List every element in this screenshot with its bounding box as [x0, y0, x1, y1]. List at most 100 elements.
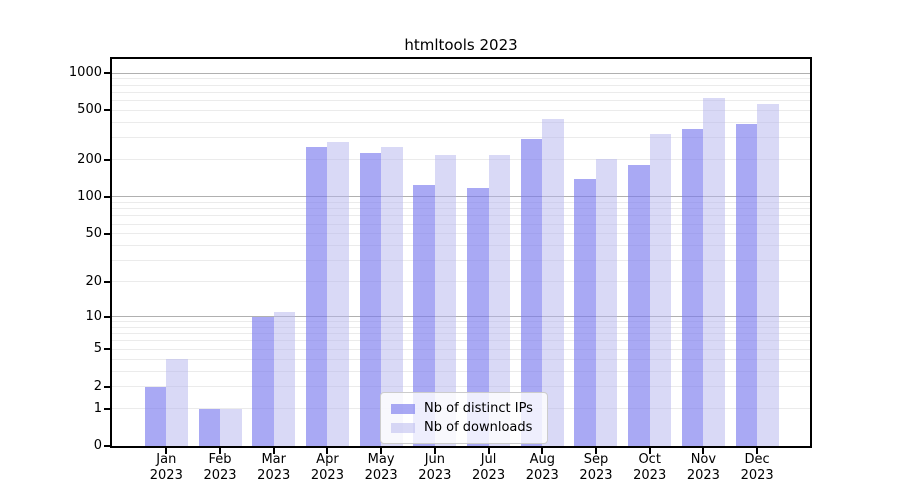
y-tick-label: 1000 — [68, 65, 102, 81]
gridline-minor — [112, 159, 810, 161]
y-tick-label: 1 — [93, 400, 102, 416]
x-tick-label: Jan 2023 — [149, 452, 183, 483]
x-tick-label: Dec 2023 — [740, 452, 774, 483]
y-tick-label: 50 — [85, 225, 102, 241]
x-tick-mark — [380, 448, 383, 454]
gridline-minor — [112, 333, 810, 335]
x-tick-mark — [487, 448, 490, 454]
y-tick-mark — [104, 280, 110, 283]
y-tick-label: 100 — [77, 188, 102, 204]
gridline-minor — [112, 358, 810, 360]
bar-downloads-oct — [649, 134, 672, 446]
gridline-minor — [112, 326, 810, 328]
bar-downloads-apr — [327, 141, 349, 446]
bar-downloads-sep — [595, 158, 618, 446]
x-tick-label: Jun 2023 — [418, 452, 452, 483]
y-tick-mark — [104, 158, 110, 161]
bar-distinct-ips-may — [359, 152, 382, 446]
gridline-minor — [112, 137, 810, 139]
gridline-minor — [112, 260, 810, 262]
x-tick-mark — [648, 448, 651, 454]
x-tick-mark — [433, 448, 436, 454]
y-tick-mark — [104, 72, 110, 75]
legend-swatch-distinct-ips — [391, 403, 415, 414]
x-tick-label: Oct 2023 — [633, 452, 667, 483]
x-tick-label: May 2023 — [364, 452, 398, 483]
bar-distinct-ips-oct — [628, 165, 650, 446]
gridline-minor — [112, 208, 810, 210]
y-tick-mark — [104, 109, 110, 112]
bar-downloads-nov — [703, 97, 725, 446]
bar-downloads-may — [381, 147, 403, 446]
gridline-minor — [112, 215, 810, 217]
gridline-major — [112, 316, 810, 318]
plot-area: Nb of distinct IPs Nb of downloads — [110, 57, 812, 448]
bar-distinct-ips-apr — [305, 147, 328, 446]
x-tick-label: Mar 2023 — [257, 452, 291, 483]
y-tick-mark — [104, 445, 110, 447]
legend-label-downloads: Nb of downloads — [424, 420, 533, 435]
bar-downloads-mar — [273, 311, 296, 446]
legend: Nb of distinct IPs Nb of downloads — [380, 392, 548, 444]
y-tick-label: 500 — [77, 102, 102, 118]
bar-distinct-ips-mar — [252, 316, 274, 446]
y-tick-mark — [104, 385, 110, 388]
gridline-minor — [112, 321, 810, 323]
gridline-minor — [112, 281, 810, 283]
y-tick-label: 10 — [85, 308, 102, 324]
y-tick-label: 20 — [85, 273, 102, 289]
y-tick-label: 200 — [77, 151, 102, 167]
x-tick-label: Aug 2023 — [525, 452, 559, 483]
legend-label-distinct-ips: Nb of distinct IPs — [424, 401, 533, 416]
x-tick-mark — [594, 448, 597, 454]
gridline-minor — [112, 340, 810, 342]
bar-distinct-ips-aug — [520, 138, 543, 446]
bar-downloads-jun — [434, 154, 457, 446]
bar-downloads-aug — [542, 119, 564, 446]
gridline-minor — [112, 121, 810, 123]
x-tick-mark — [541, 448, 544, 454]
x-tick-mark — [756, 448, 759, 454]
gridline-minor — [112, 223, 810, 225]
x-tick-label: Feb 2023 — [203, 452, 237, 483]
x-tick-mark — [702, 448, 705, 454]
gridline-minor — [112, 370, 810, 372]
gridline-minor — [112, 348, 810, 350]
bar-downloads-dec — [757, 104, 779, 446]
y-tick-mark — [104, 232, 110, 235]
gridline-minor — [112, 91, 810, 93]
y-tick-label: 0 — [93, 438, 102, 453]
x-tick-label: Nov 2023 — [686, 452, 720, 483]
legend-item-downloads: Nb of downloads — [391, 418, 537, 437]
gridline-minor — [112, 233, 810, 235]
y-tick-mark — [104, 348, 110, 351]
y-tick-mark — [104, 195, 110, 198]
x-tick-mark — [219, 448, 221, 454]
gridline-major — [112, 72, 810, 74]
legend-item-distinct-ips: Nb of distinct IPs — [391, 399, 537, 418]
bar-distinct-ips-dec — [735, 123, 758, 446]
gridline-minor — [112, 245, 810, 247]
bar-downloads-jul — [488, 154, 511, 446]
gridline-minor — [112, 201, 810, 203]
gridline-minor — [112, 84, 810, 86]
y-tick-mark — [104, 407, 110, 410]
y-tick-label: 5 — [93, 341, 102, 357]
legend-swatch-downloads — [391, 422, 415, 433]
x-tick-label: Apr 2023 — [310, 452, 344, 483]
bar-downloads-feb — [220, 408, 242, 446]
y-tick-label: 2 — [93, 378, 102, 394]
x-tick-mark — [272, 448, 275, 454]
chart-title: htmltools 2023 — [404, 36, 518, 54]
bar-distinct-ips-sep — [574, 178, 596, 446]
gridline-major — [112, 196, 810, 198]
bar-distinct-ips-jan — [144, 386, 167, 446]
gridline-minor — [112, 109, 810, 111]
y-tick-mark — [104, 315, 110, 318]
x-tick-mark — [165, 448, 168, 454]
x-tick-label: Jul 2023 — [472, 452, 506, 483]
bar-distinct-ips-jun — [413, 184, 435, 446]
bar-distinct-ips-feb — [198, 408, 220, 446]
x-tick-label: Sep 2023 — [579, 452, 613, 483]
